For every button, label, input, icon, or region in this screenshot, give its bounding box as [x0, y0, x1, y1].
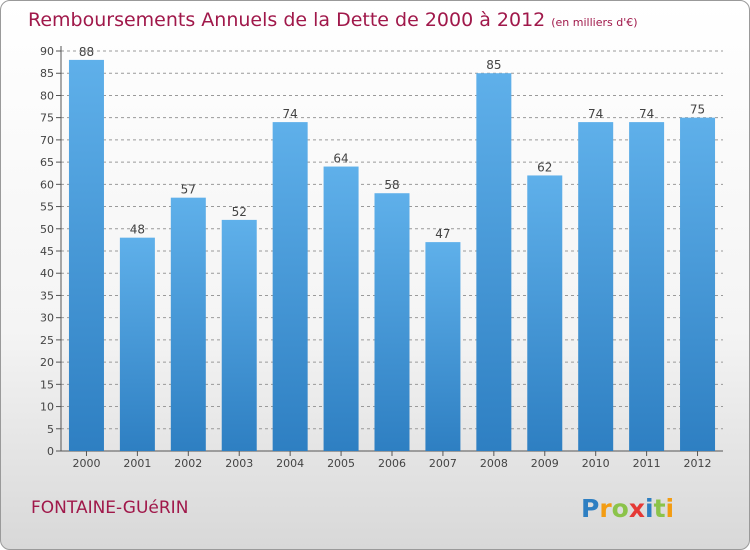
- x-tick-label-2005: 2005: [327, 457, 355, 470]
- bar-2003: [221, 219, 257, 451]
- data-label-2010: 74: [588, 107, 603, 121]
- data-label-2001: 48: [130, 223, 145, 237]
- data-label-2007: 47: [435, 227, 450, 241]
- x-tick-label-2012: 2012: [684, 457, 712, 470]
- x-tick-label-2004: 2004: [276, 457, 304, 470]
- x-tick-label-2010: 2010: [582, 457, 610, 470]
- y-tick-label: 90: [40, 45, 54, 58]
- data-label-2011: 74: [639, 107, 654, 121]
- y-tick-label: 60: [40, 178, 54, 191]
- x-tick-label-2009: 2009: [531, 457, 559, 470]
- y-tick-label: 70: [40, 134, 54, 147]
- y-tick-label: 65: [40, 156, 54, 169]
- bar-2000: [68, 59, 104, 452]
- bar-2008: [476, 73, 512, 451]
- bar-2012: [680, 117, 716, 452]
- y-tick-label: 35: [40, 289, 54, 302]
- y-tick-label: 25: [40, 334, 54, 347]
- commune-name: FONTAINE-GUéRIN: [31, 498, 189, 518]
- data-label-2008: 85: [486, 58, 501, 72]
- y-tick-label: 55: [40, 201, 54, 214]
- proxiti-logo: Proxiti: [581, 494, 674, 523]
- data-label-2009: 62: [537, 160, 552, 174]
- data-label-2000: 88: [79, 45, 94, 59]
- bar-2007: [425, 242, 461, 451]
- y-tick-label: 50: [40, 223, 54, 236]
- labels: 88 48 57 52 74 64 58 47 85 62 74 74 75: [79, 45, 705, 241]
- bar-chart: 0 5 10 15 20 25 30 35 40 45 50 55 60 65 70 75 80 85 90 2000…: [40, 45, 723, 470]
- proxiti-logo-text: Proxiti: [581, 494, 674, 523]
- x-tick-label-2006: 2006: [378, 457, 406, 470]
- bar-2004: [272, 122, 308, 451]
- x-tick-label-2007: 2007: [429, 457, 457, 470]
- y-tick-label: 10: [40, 401, 54, 414]
- bar-2006: [374, 193, 410, 451]
- x-tick-label-2011: 2011: [633, 457, 661, 470]
- chart-title-text: Remboursements Annuels de la Dette de 20…: [28, 9, 546, 31]
- x-tick-label-2003: 2003: [225, 457, 253, 470]
- bars: [68, 59, 716, 452]
- bar-2005: [323, 166, 359, 452]
- data-label-2003: 52: [232, 205, 247, 219]
- x-tick-label-2001: 2001: [123, 457, 151, 470]
- data-label-2002: 57: [181, 183, 196, 197]
- bar-2011: [629, 122, 665, 451]
- y-tick-label: 80: [40, 89, 54, 102]
- bar-2001: [119, 237, 155, 451]
- y-tick-label: 15: [40, 378, 54, 391]
- y-tick-label: 85: [40, 67, 54, 80]
- y-tick-label: 5: [47, 423, 54, 436]
- bar-2010: [578, 122, 614, 451]
- bar-2002: [170, 197, 206, 451]
- y-tick-label: 40: [40, 267, 54, 280]
- data-label-2012: 75: [690, 103, 705, 117]
- y-tick-label: 75: [40, 112, 54, 125]
- data-label-2006: 58: [384, 178, 399, 192]
- data-label-2005: 64: [333, 152, 348, 166]
- bar-2009: [527, 175, 563, 451]
- data-label-2004: 74: [283, 107, 298, 121]
- x-tick-label-2008: 2008: [480, 457, 508, 470]
- y-tick-label: 0: [47, 445, 54, 458]
- chart-unit-label: (en milliers d'€): [551, 16, 638, 29]
- y-tick-label: 20: [40, 356, 54, 369]
- y-tick-label: 45: [40, 245, 54, 258]
- chart-title: Remboursements Annuels de la Dette de 20…: [28, 9, 638, 31]
- y-tick-label: 30: [40, 312, 54, 325]
- x-tick-label-2000: 2000: [72, 457, 100, 470]
- x-tick-label-2002: 2002: [174, 457, 202, 470]
